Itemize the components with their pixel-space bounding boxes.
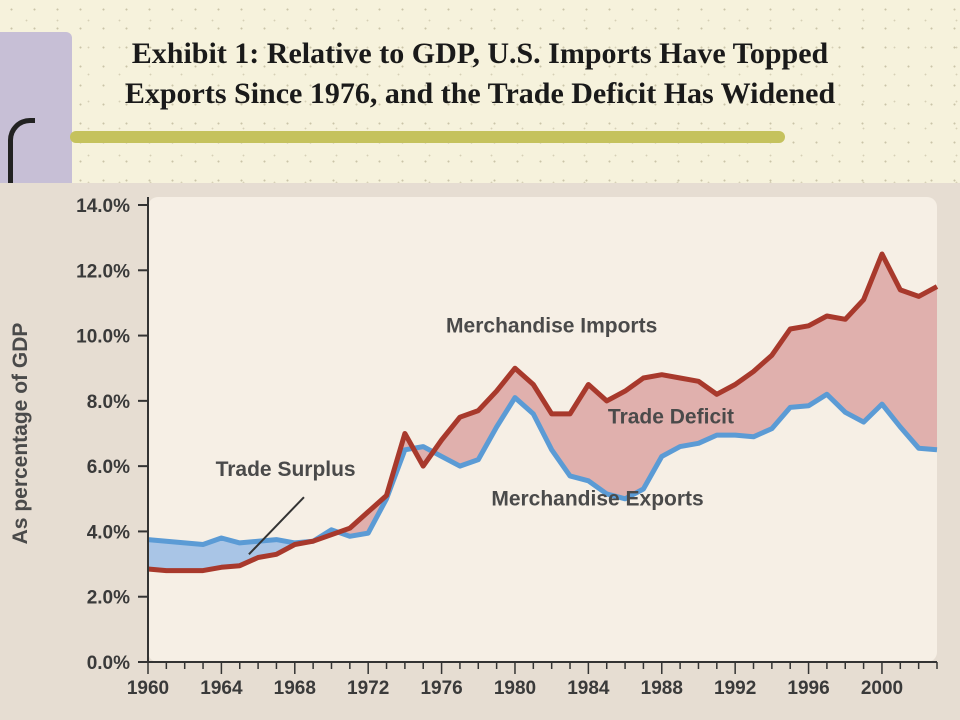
x-tick-label: 1996 (787, 678, 829, 699)
series-lines (147, 251, 939, 574)
series-line-merchandise-imports (147, 251, 939, 574)
series-line-merchandise-exports (147, 391, 938, 547)
x-tick-label: 1976 (420, 678, 462, 699)
chart-panel: 0.0% 2.0% 4.0% 6.0% 8.0% 10.0% 12.0% 14.0% 1960 1… (0, 183, 960, 720)
y-tick-label: 2.0% (87, 588, 130, 609)
trade-deficit-area (313, 254, 937, 542)
y-tick-label: 8.0% (87, 392, 130, 413)
y-tick-label: 12.0% (76, 261, 130, 282)
x-tick-label: 1980 (494, 678, 536, 699)
y-tick-label: 6.0% (87, 457, 130, 478)
trade-surplus-pointer (248, 496, 305, 555)
annotations: Merchandise Imports Trade Deficit Merchand… (216, 314, 734, 555)
y-axis-title: As percentage of GDP (9, 323, 32, 545)
x-tick-label: 2000 (861, 678, 903, 699)
trade-chart: 0.0% 2.0% 4.0% 6.0% 8.0% 10.0% 12.0% 14.0% 1960 1… (9, 196, 939, 699)
x-tick-label: 1964 (200, 678, 243, 699)
title-line-2: Exports Since 1976, and the Trade Defici… (124, 77, 836, 110)
annotation-label: Trade Deficit (608, 406, 734, 429)
trade-surplus-area (148, 538, 314, 571)
x-tick-label: 1972 (347, 678, 389, 699)
annotation-label: Merchandise Imports (446, 314, 657, 337)
x-tick-label: 1960 (127, 678, 169, 699)
x-tick-label: 1992 (714, 678, 756, 699)
area-fills (148, 254, 937, 571)
title-line-1: Exhibit 1: Relative to GDP, U.S. Imports… (131, 37, 829, 70)
y-tick-label: 10.0% (76, 327, 130, 348)
slide-title: Exhibit 1: Relative to GDP, U.S. Imports… (0, 34, 960, 114)
y-tick-label: 0.0% (87, 653, 130, 674)
bracket-decoration (8, 118, 35, 193)
tick-labels: 0.0% 2.0% 4.0% 6.0% 8.0% 10.0% 12.0% 14.0% 1960 1… (76, 196, 903, 699)
annotation-label: Trade Surplus (216, 458, 356, 481)
x-tick-label: 1984 (567, 678, 610, 699)
annotation-label: Merchandise Exports (491, 487, 703, 510)
x-tick-label: 1988 (641, 678, 683, 699)
title-underline-bar (70, 131, 785, 143)
x-tick-label: 1968 (274, 678, 316, 699)
y-tick-label: 14.0% (76, 196, 130, 217)
axes (138, 197, 938, 674)
y-tick-label: 4.0% (87, 522, 130, 543)
